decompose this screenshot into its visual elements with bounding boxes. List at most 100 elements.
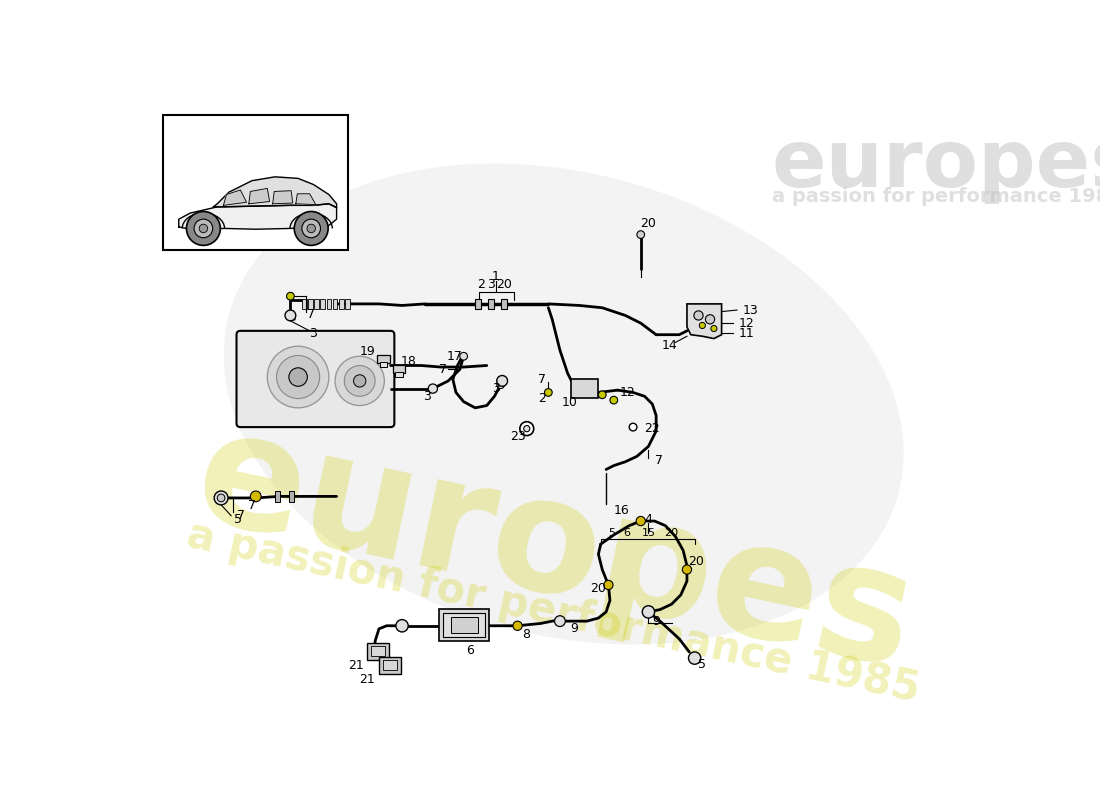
- Text: 20: 20: [590, 582, 606, 595]
- Text: 9: 9: [570, 622, 578, 635]
- Circle shape: [700, 322, 705, 329]
- Text: 20: 20: [496, 278, 513, 291]
- Circle shape: [642, 606, 654, 618]
- Circle shape: [682, 565, 692, 574]
- Circle shape: [497, 381, 505, 389]
- Text: 20: 20: [689, 555, 704, 568]
- Bar: [500, 298, 507, 310]
- Text: 18: 18: [400, 355, 416, 368]
- Text: 20: 20: [664, 528, 679, 538]
- Circle shape: [276, 355, 320, 398]
- Text: 3: 3: [422, 390, 430, 403]
- Circle shape: [598, 391, 606, 398]
- Circle shape: [267, 346, 329, 408]
- Text: 3: 3: [492, 382, 499, 395]
- Text: 7: 7: [248, 499, 256, 512]
- Polygon shape: [178, 204, 337, 230]
- Circle shape: [194, 219, 212, 238]
- Bar: [345, 299, 350, 309]
- Circle shape: [251, 491, 261, 502]
- Circle shape: [554, 616, 565, 626]
- Text: 14: 14: [662, 339, 678, 352]
- Circle shape: [460, 353, 467, 360]
- Circle shape: [705, 314, 715, 324]
- Text: 17: 17: [447, 350, 462, 362]
- Text: 7: 7: [236, 509, 244, 522]
- Bar: [393, 365, 405, 373]
- Bar: [163, 115, 348, 250]
- Text: 10: 10: [561, 396, 578, 409]
- Circle shape: [604, 580, 613, 590]
- Circle shape: [289, 368, 307, 386]
- Text: 13: 13: [742, 303, 758, 317]
- Circle shape: [344, 366, 375, 396]
- Circle shape: [694, 311, 703, 320]
- Circle shape: [629, 423, 637, 431]
- Text: 21: 21: [360, 673, 375, 686]
- Bar: [320, 299, 326, 309]
- Text: 22: 22: [645, 422, 660, 435]
- Circle shape: [214, 491, 228, 505]
- Ellipse shape: [223, 163, 904, 645]
- Polygon shape: [223, 190, 246, 206]
- Text: 3: 3: [487, 278, 495, 291]
- Circle shape: [218, 494, 226, 502]
- Text: 4: 4: [645, 513, 652, 526]
- Circle shape: [285, 310, 296, 321]
- Text: 16: 16: [614, 504, 629, 517]
- Text: 2: 2: [538, 392, 546, 405]
- Text: 6: 6: [466, 644, 474, 657]
- Circle shape: [609, 396, 618, 404]
- Bar: [377, 354, 389, 363]
- Polygon shape: [213, 177, 337, 208]
- Bar: [315, 299, 319, 309]
- Circle shape: [186, 211, 220, 246]
- Text: 7: 7: [654, 454, 662, 467]
- Bar: [475, 298, 482, 310]
- Circle shape: [286, 292, 295, 300]
- Circle shape: [396, 619, 408, 632]
- Text: 7: 7: [439, 363, 447, 376]
- Text: 20: 20: [640, 217, 657, 230]
- Polygon shape: [686, 304, 722, 338]
- Circle shape: [353, 374, 366, 387]
- Polygon shape: [249, 188, 270, 204]
- Circle shape: [636, 517, 646, 526]
- Text: 15: 15: [641, 528, 656, 538]
- Text: a passion for performance 1985: a passion for performance 1985: [772, 186, 1100, 206]
- Circle shape: [520, 422, 534, 435]
- Bar: [443, 613, 485, 638]
- Text: 5: 5: [608, 528, 615, 538]
- Text: europes: europes: [772, 126, 1100, 204]
- Polygon shape: [296, 194, 316, 205]
- Circle shape: [524, 426, 530, 432]
- Text: 11: 11: [738, 326, 755, 340]
- Bar: [332, 299, 338, 309]
- Bar: [395, 372, 403, 377]
- Circle shape: [301, 219, 320, 238]
- Circle shape: [544, 389, 552, 396]
- Text: 21: 21: [348, 659, 364, 672]
- Text: 5: 5: [698, 658, 706, 670]
- Text: 2: 2: [477, 278, 485, 291]
- Text: europes: europes: [183, 398, 927, 702]
- Bar: [367, 642, 389, 660]
- Bar: [308, 299, 312, 309]
- Bar: [275, 491, 280, 502]
- Bar: [339, 299, 343, 309]
- Bar: [372, 646, 385, 656]
- Text: 8: 8: [522, 629, 530, 642]
- Bar: [301, 299, 307, 309]
- Circle shape: [497, 375, 507, 386]
- Circle shape: [199, 224, 208, 233]
- Bar: [378, 657, 400, 674]
- Text: 9: 9: [652, 614, 660, 628]
- Bar: [327, 299, 331, 309]
- Text: a passion for performance 1985: a passion for performance 1985: [183, 514, 923, 710]
- Text: 7: 7: [307, 308, 316, 321]
- FancyBboxPatch shape: [236, 331, 395, 427]
- Text: 1: 1: [492, 270, 499, 283]
- Circle shape: [295, 211, 328, 246]
- Circle shape: [336, 356, 384, 406]
- Text: 12: 12: [619, 386, 635, 399]
